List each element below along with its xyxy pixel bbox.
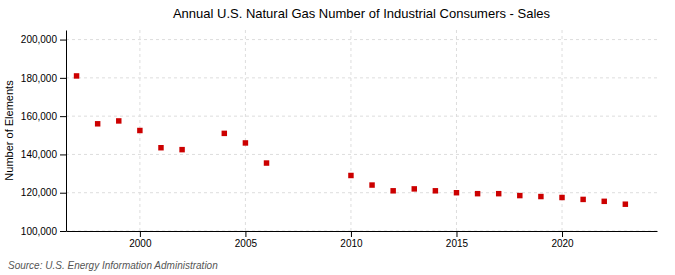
point xyxy=(390,188,395,193)
point xyxy=(601,199,606,204)
x-axis: 2000 2005 2010 2015 2020 xyxy=(67,231,658,249)
point xyxy=(222,131,227,136)
x-tick-mark xyxy=(351,231,352,237)
grid-line xyxy=(350,30,351,231)
point xyxy=(95,121,100,126)
x-tick: 2000 xyxy=(129,231,152,249)
x-tick-label: 2020 xyxy=(551,238,574,249)
x-tick-mark xyxy=(456,231,457,237)
point xyxy=(369,182,374,187)
x-tick-label: 2010 xyxy=(340,238,363,249)
y-axis: 100,000 120,000 140,000 160,000 180,000 200,0… xyxy=(21,31,67,237)
y-tick-mark xyxy=(60,78,66,79)
point xyxy=(158,145,163,150)
point xyxy=(517,193,522,198)
x-tick-mark xyxy=(140,231,141,237)
chart: 2000 2005 2010 2015 2020 100,000 120,000 140,00… xyxy=(0,0,675,275)
x-tick-label: 2015 xyxy=(446,238,469,249)
point xyxy=(179,147,184,152)
y-tick-mark xyxy=(60,40,66,41)
y-axis-title: Number of Elements xyxy=(3,80,15,181)
y-tick-mark xyxy=(60,116,66,117)
point xyxy=(243,140,248,145)
y-tick: 180,000 xyxy=(21,73,66,84)
point xyxy=(580,197,585,202)
point xyxy=(116,118,121,123)
grid-line xyxy=(66,192,657,193)
grid-line xyxy=(456,30,457,231)
x-tick-mark xyxy=(245,231,246,237)
y-tick-mark xyxy=(60,193,66,194)
point xyxy=(559,195,564,200)
grid-line xyxy=(66,116,657,117)
y-tick-label: 100,000 xyxy=(21,226,58,237)
y-tick: 140,000 xyxy=(21,149,66,160)
y-tick-label: 160,000 xyxy=(21,111,58,122)
point xyxy=(137,128,142,133)
y-tick-label: 140,000 xyxy=(21,149,58,160)
y-tick: 160,000 xyxy=(21,111,66,122)
y-tick: 120,000 xyxy=(21,187,66,198)
grid-line xyxy=(562,30,563,231)
title: Annual U.S. Natural Gas Number of Indust… xyxy=(173,6,551,21)
grid-line xyxy=(66,154,657,155)
y-tick-label: 200,000 xyxy=(21,34,58,45)
plot-area: 2000 2005 2010 2015 2020 100,000 120,000 140,00… xyxy=(21,30,658,249)
x-tick-mark xyxy=(562,231,563,237)
y-tick-label: 180,000 xyxy=(21,73,58,84)
y-tick: 100,000 xyxy=(21,226,66,237)
y-tick: 200,000 xyxy=(21,34,66,45)
point xyxy=(412,186,417,191)
y-tick-mark xyxy=(60,154,66,155)
point xyxy=(454,190,459,195)
x-tick-label: 2005 xyxy=(235,238,258,249)
grid-line xyxy=(66,77,657,78)
x-axis-line xyxy=(67,231,658,232)
x-tick-label: 2000 xyxy=(129,238,152,249)
x-tick: 2015 xyxy=(446,231,469,249)
point xyxy=(74,73,79,78)
source: Source: U.S. Energy Information Administ… xyxy=(8,260,218,271)
point xyxy=(496,191,501,196)
y-axis-line xyxy=(66,31,67,232)
point xyxy=(348,173,353,178)
y-tick-label: 120,000 xyxy=(21,187,58,198)
x-tick: 2005 xyxy=(235,231,258,249)
point xyxy=(538,194,543,199)
x-tick: 2010 xyxy=(340,231,363,249)
points xyxy=(74,73,628,207)
grid-line xyxy=(245,30,246,231)
point xyxy=(433,188,438,193)
grid-line xyxy=(66,39,657,40)
x-tick: 2020 xyxy=(551,231,574,249)
grid-line xyxy=(66,231,657,232)
point xyxy=(623,201,628,206)
grid xyxy=(66,30,657,231)
point xyxy=(264,160,269,165)
point xyxy=(475,191,480,196)
y-tick-mark xyxy=(60,231,66,232)
